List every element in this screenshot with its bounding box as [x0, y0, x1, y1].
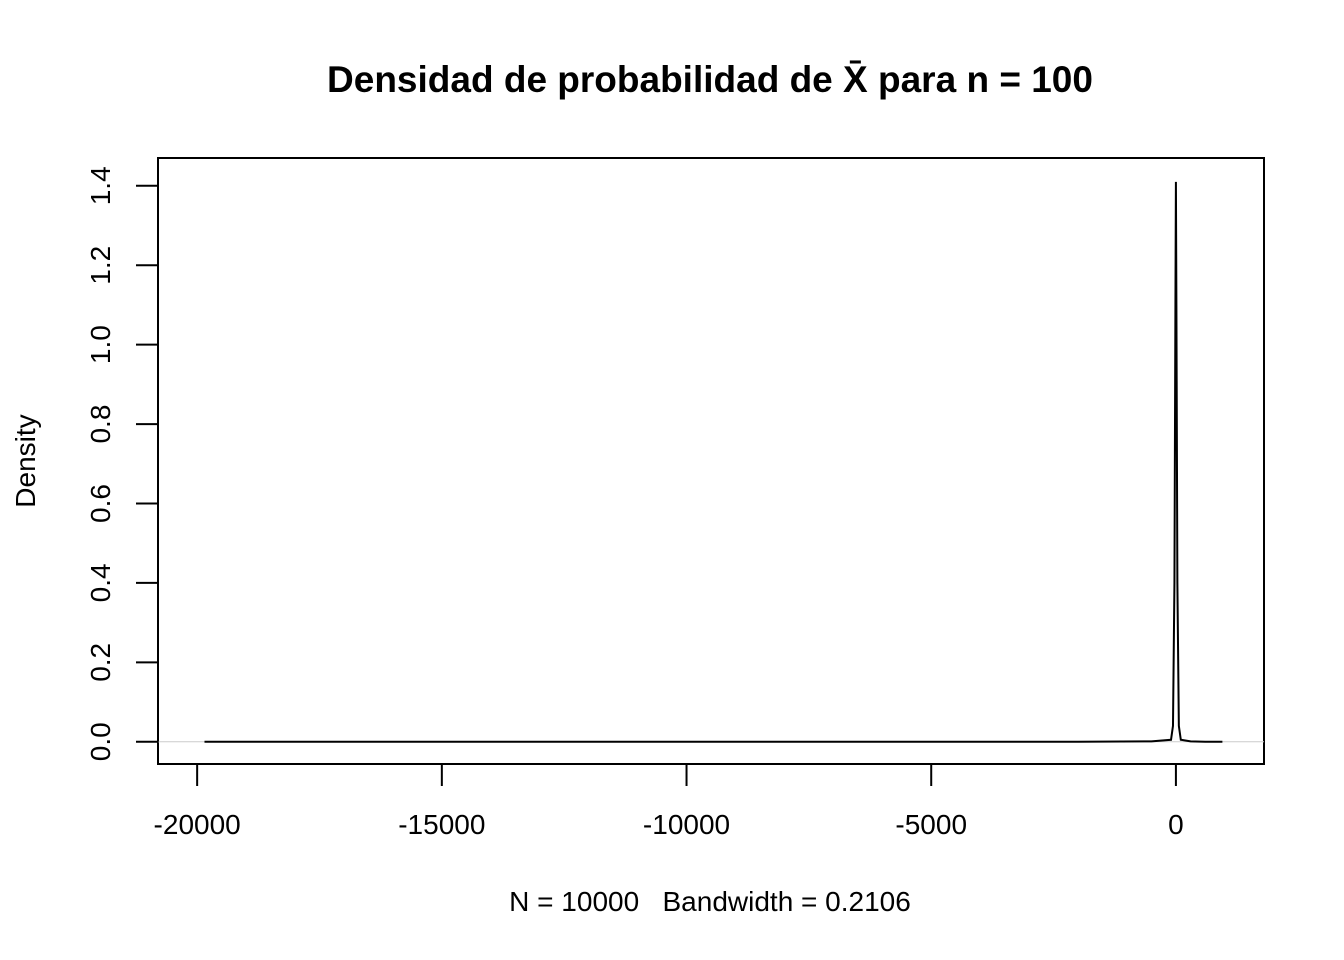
x-tick-label: 0: [1168, 809, 1184, 840]
y-tick-label: 0.0: [85, 722, 116, 761]
y-tick-label: 1.0: [85, 325, 116, 364]
x-tick-label: -5000: [895, 809, 967, 840]
y-tick-label: 0.8: [85, 405, 116, 444]
y-tick-label: 0.6: [85, 484, 116, 523]
y-axis-label: Density: [10, 414, 41, 507]
x-axis: -20000 -15000 -10000 -5000 0: [154, 763, 1184, 840]
x-tick-label: -15000: [398, 809, 485, 840]
x-axis-label: N = 10000 Bandwidth = 0.2106: [509, 886, 911, 917]
density-line: [204, 181, 1223, 743]
x-tick-label: -20000: [154, 809, 241, 840]
x-tick-label: -10000: [643, 809, 730, 840]
y-tick-label: 1.4: [85, 166, 116, 205]
y-tick-label: 0.4: [85, 563, 116, 602]
y-tick-label: 0.2: [85, 643, 116, 682]
plot-frame: [157, 157, 1265, 765]
y-axis: 0.0 0.2 0.4 0.6 0.8 1.0 1.2 1.4: [85, 166, 159, 761]
chart-title: Densidad de probabilidad de X̄ para n = …: [327, 59, 1093, 100]
y-tick-label: 1.2: [85, 246, 116, 285]
